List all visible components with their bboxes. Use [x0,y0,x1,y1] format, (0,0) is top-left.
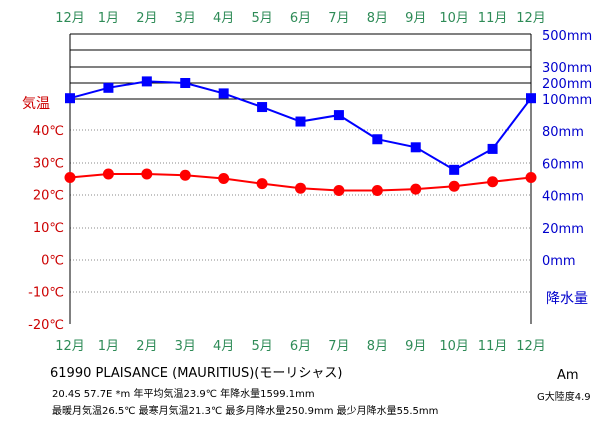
temperature-point [448,180,460,192]
temperature-point [333,184,345,196]
precipitation-point [141,76,152,87]
month-label-bottom: 9月 [405,339,426,354]
precipitation-tick-label: 40mm [542,190,584,205]
month-label-bottom: 4月 [213,339,234,354]
temperature-point [102,168,114,180]
precipitation-tick-label: 300mm [542,61,592,76]
month-label-bottom: 6月 [290,339,311,354]
precipitation-point [218,88,229,99]
month-label-top: 12月 [55,11,85,26]
temperature-point [525,172,537,184]
temperature-tick-label: -10℃ [28,286,64,301]
month-label-bottom: 10月 [439,339,469,354]
month-label-bottom: 12月 [55,339,85,354]
month-label-top: 12月 [516,11,546,26]
month-label-top: 5月 [251,11,272,26]
temperature-point [141,168,153,180]
month-label-bottom: 3月 [175,339,196,354]
precipitation-point [295,116,306,127]
month-label-top: 8月 [367,11,388,26]
month-label-bottom: 11月 [478,339,508,354]
precipitation-tick-label: 200mm [542,77,592,92]
temperature-tick-label: 20℃ [33,189,64,204]
month-label-bottom: 5月 [251,339,272,354]
temperature-point [218,173,230,184]
precipitation-tick-label: 20mm [542,222,584,237]
precipitation-axis-title: 降水量 [546,291,588,307]
station-title: 61990 PLAISANCE (MAURITIUS)(モーリシャス) [50,366,343,381]
precipitation-point [333,110,344,121]
temperature-series [64,168,537,196]
precipitation-point [372,134,383,145]
temperature-axis-title: 気温 [22,96,50,112]
precipitation-tick-label: 80mm [542,125,584,140]
month-label-bottom: 8月 [367,339,388,354]
month-labels-top: 12月 1月 2月 3月 4月 5月 6月 7月 8月 9月 10月 11月 12月 [55,11,546,26]
temperature-point [371,184,383,196]
month-label-bottom: 7月 [328,339,349,354]
month-label-bottom: 1月 [98,339,119,354]
precipitation-tick-label: 500mm [542,29,592,44]
month-label-top: 3月 [175,11,196,26]
temperature-tick-label: -20℃ [28,318,64,333]
temperature-point [487,176,499,188]
temperature-point [256,178,268,190]
month-label-top: 11月 [478,11,508,26]
month-label-top: 6月 [290,11,311,26]
month-label-top: 4月 [213,11,234,26]
station-coordinates-summary: 20.4S 57.7E *m 年平均気温23.9℃ 年降水量1599.1mm [52,389,315,400]
precipitation-point [449,164,460,175]
month-label-bottom: 12月 [516,339,546,354]
temperature-point [179,169,191,181]
temperature-tick-label: 40℃ [33,124,64,139]
month-label-top: 9月 [405,11,426,26]
month-label-top: 10月 [439,11,469,26]
precipitation-point [526,93,536,104]
continentality-index: G大陸度4.9 [537,392,591,403]
chart-grid [69,33,532,324]
month-label-bottom: 2月 [136,339,157,354]
temperature-point [295,182,306,194]
precipitation-point [410,142,421,153]
temperature-point [64,172,76,184]
month-label-top: 7月 [328,11,349,26]
month-label-top: 1月 [98,11,119,26]
precipitation-tick-label: 100mm [542,93,592,108]
precipitation-tick-label: 60mm [542,157,584,172]
climate-class: Am [557,368,579,383]
precipitation-series [65,76,536,175]
precipitation-point [103,82,114,93]
precipitation-tick-label: 0mm [542,254,576,269]
station-extremes-summary: 最暖月気温26.5℃ 最寒月気温21.3℃ 最多月降水量250.9mm 最少月降… [52,406,439,417]
precipitation-point [180,78,191,88]
month-label-top: 2月 [136,11,157,26]
temperature-tick-label: 30℃ [33,156,64,171]
temperature-tick-label: 0℃ [41,253,64,268]
month-labels-bottom: 12月 1月 2月 3月 4月 5月 6月 7月 8月 9月 10月 11月 12月 [55,339,546,354]
precipitation-point [487,143,498,154]
temperature-tick-label: 10℃ [33,221,64,236]
temperature-point [410,183,422,195]
precipitation-point [257,102,268,113]
precipitation-point [65,93,75,104]
temperature-tick-labels: 40℃ 30℃ 20℃ 10℃ 0℃ -10℃ -20℃ [28,124,64,333]
